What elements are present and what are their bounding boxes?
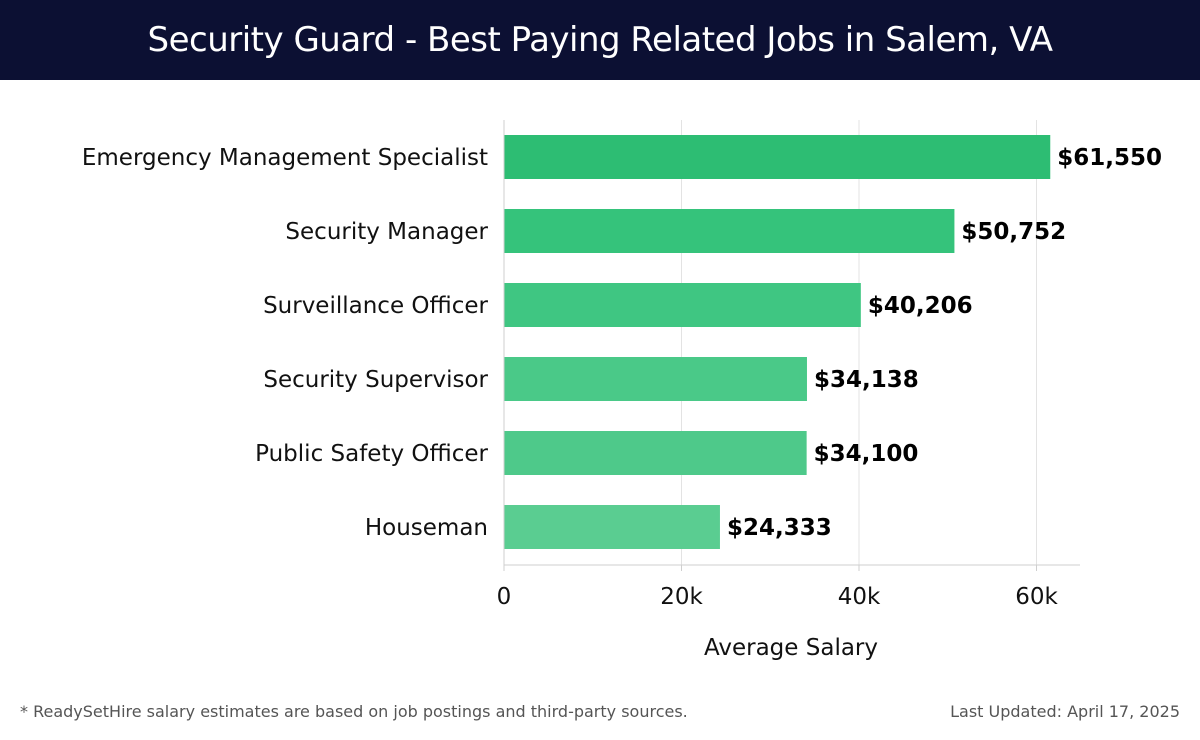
category-label: Houseman bbox=[365, 515, 488, 541]
value-label: $34,100 bbox=[814, 441, 919, 467]
bar bbox=[504, 357, 807, 401]
x-tick-label: 40k bbox=[838, 584, 881, 610]
last-updated: Last Updated: April 17, 2025 bbox=[950, 702, 1180, 721]
category-label: Emergency Management Specialist bbox=[82, 145, 488, 171]
value-label: $34,138 bbox=[814, 367, 919, 393]
category-label: Security Manager bbox=[285, 219, 488, 245]
bar bbox=[504, 431, 807, 475]
bar bbox=[504, 505, 720, 549]
bar bbox=[504, 135, 1051, 179]
value-label: $40,206 bbox=[868, 293, 973, 319]
gridlines bbox=[681, 120, 1037, 565]
category-label: Surveillance Officer bbox=[263, 293, 488, 319]
bar bbox=[504, 209, 955, 253]
bar-chart: Emergency Management Specialist $61,550 Se… bbox=[82, 120, 1162, 661]
x-tick-label: 60k bbox=[1015, 584, 1058, 610]
x-tick-label: 0 bbox=[497, 584, 512, 610]
x-tick-label: 20k bbox=[660, 584, 703, 610]
x-axis: 0 20k 40k 60k bbox=[497, 120, 1080, 610]
value-label: $61,550 bbox=[1057, 145, 1162, 171]
header-bar: Security Guard - Best Paying Related Job… bbox=[0, 0, 1200, 80]
value-label: $50,752 bbox=[961, 219, 1066, 245]
bar bbox=[504, 283, 861, 327]
x-axis-label: Average Salary bbox=[704, 635, 878, 661]
category-label: Security Supervisor bbox=[263, 367, 488, 393]
category-label: Public Safety Officer bbox=[255, 441, 488, 467]
chart-title: Security Guard - Best Paying Related Job… bbox=[147, 20, 1053, 60]
bars: Emergency Management Specialist $61,550 Se… bbox=[82, 135, 1162, 549]
footer-note: * ReadySetHire salary estimates are base… bbox=[20, 702, 688, 721]
value-label: $24,333 bbox=[727, 515, 832, 541]
